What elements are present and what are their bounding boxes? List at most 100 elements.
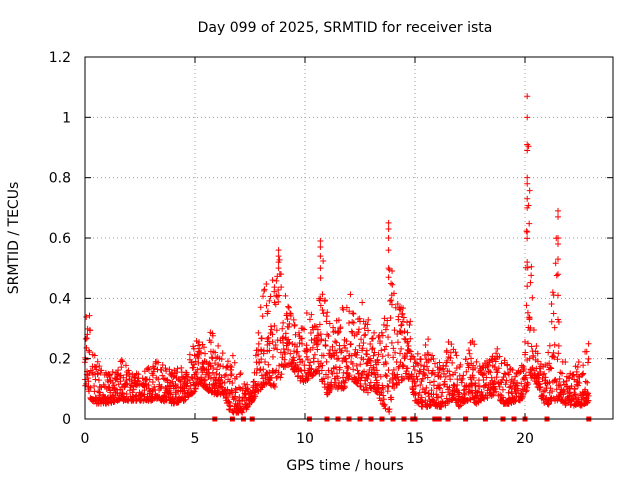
- data-point: [542, 374, 549, 381]
- data-point: [380, 396, 387, 403]
- data-point: [263, 302, 270, 309]
- data-point: [449, 359, 456, 366]
- data-point: [95, 370, 102, 377]
- data-point: [458, 379, 465, 386]
- data-point: [317, 265, 324, 272]
- data-point: [228, 371, 235, 378]
- data-point: [453, 365, 460, 372]
- data-point: [462, 356, 469, 363]
- x-tick-label: 20: [516, 431, 534, 447]
- data-point: [552, 260, 559, 267]
- data-point: [109, 369, 116, 375]
- data-point: [392, 374, 399, 381]
- data-point: [436, 359, 443, 366]
- data-point: [176, 377, 183, 384]
- data-point: [551, 341, 558, 348]
- data-point: [347, 341, 354, 348]
- data-point: [196, 339, 203, 346]
- data-point: [319, 362, 326, 369]
- data-point: [493, 388, 500, 395]
- data-point: [290, 316, 297, 323]
- data-point: [314, 338, 321, 345]
- data-point: [159, 372, 166, 379]
- data-point: [487, 369, 494, 376]
- data-point: [115, 381, 122, 388]
- data-point: [224, 386, 231, 393]
- data-point: [406, 321, 413, 328]
- data-point: [279, 325, 286, 332]
- data-point: [509, 366, 516, 373]
- data-point: [394, 300, 401, 307]
- data-point: [403, 368, 410, 375]
- data-point: [174, 365, 181, 372]
- data-point: [375, 334, 382, 341]
- data-point: [392, 349, 399, 356]
- data-point: [213, 366, 220, 373]
- data-point: [555, 319, 562, 326]
- data-point: [229, 379, 236, 386]
- data-point: [450, 394, 457, 401]
- data-point: [329, 343, 336, 350]
- data-point: [527, 325, 534, 332]
- data-point: [299, 340, 306, 347]
- data-point: [522, 338, 529, 345]
- data-point: [173, 369, 180, 376]
- data-point: [508, 390, 515, 397]
- data-point: [295, 352, 302, 359]
- data-point: [226, 402, 233, 409]
- data-point: [317, 253, 324, 260]
- data-point: [407, 335, 414, 342]
- data-point: [218, 356, 225, 363]
- data-point: [294, 364, 301, 371]
- data-point: [555, 292, 561, 299]
- data-point: [391, 372, 398, 379]
- data-point: [192, 385, 199, 392]
- data-point: [186, 385, 193, 392]
- data-point: [522, 388, 529, 395]
- data-point: [268, 326, 275, 333]
- data-point: [468, 381, 475, 388]
- data-point: [387, 314, 394, 321]
- data-point: [539, 393, 546, 400]
- data-point: [110, 382, 117, 389]
- data-point: [440, 381, 447, 388]
- data-point: [297, 335, 304, 342]
- data-point: [512, 398, 519, 405]
- data-point: [417, 381, 424, 388]
- data-point: [438, 393, 445, 400]
- data-point: [346, 308, 353, 315]
- data-point: [307, 366, 314, 373]
- data-point: [526, 220, 533, 227]
- data-point: [280, 339, 287, 346]
- data-point: [435, 369, 442, 376]
- data-point: [364, 375, 371, 382]
- data-point: [493, 374, 500, 381]
- data-point: [479, 371, 486, 378]
- data-point: [443, 347, 450, 354]
- data-point: [313, 341, 320, 348]
- data-point: [438, 366, 445, 373]
- data-point: [548, 318, 555, 325]
- data-point: [343, 338, 350, 345]
- data-point: [575, 382, 582, 389]
- data-point: [437, 374, 444, 381]
- data-point: [389, 281, 396, 288]
- chart-title: Day 099 of 2025, SRMTID for receiver ist…: [198, 20, 493, 36]
- data-point: [118, 357, 125, 364]
- data-point: [249, 396, 256, 403]
- data-point: [401, 335, 408, 342]
- data-point: [456, 372, 463, 379]
- data-point: [448, 341, 455, 348]
- data-point: [435, 394, 442, 401]
- data-point: [218, 383, 225, 390]
- data-point: [94, 371, 101, 378]
- data-point: [94, 358, 101, 365]
- data-point: [524, 309, 531, 316]
- x-tick-label: 0: [81, 431, 90, 447]
- data-point: [505, 371, 512, 378]
- data-point: [369, 346, 376, 353]
- data-point: [91, 382, 98, 389]
- data-point: [390, 290, 397, 297]
- data-point: [555, 342, 562, 349]
- data-point: [86, 370, 93, 377]
